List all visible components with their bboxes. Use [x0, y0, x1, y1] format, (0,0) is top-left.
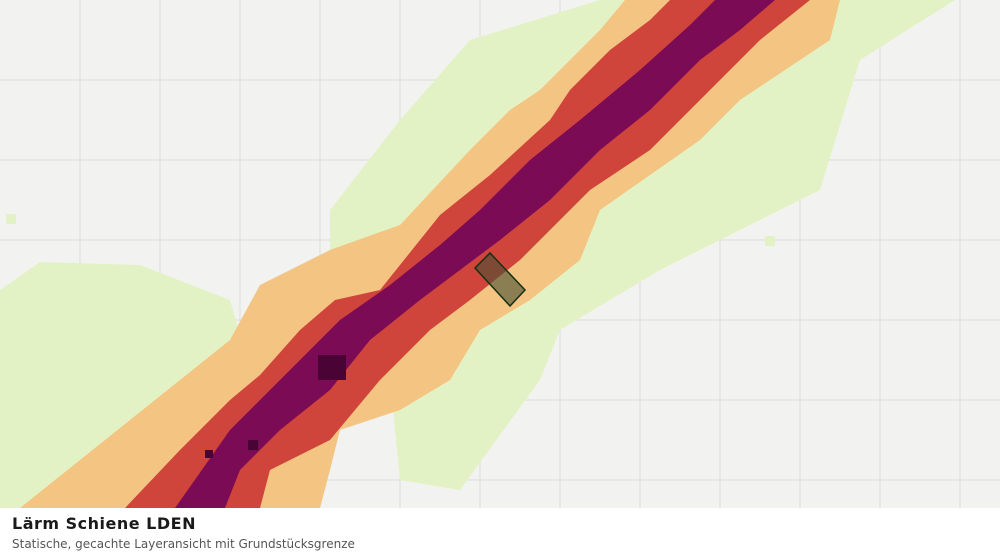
title: Lärm Schiene LDEN	[12, 514, 196, 533]
noise-zone-extreme	[205, 355, 346, 458]
noise-zone-very-high	[175, 0, 775, 508]
subtitle: Statische, gecachte Layeransicht mit Gru…	[12, 537, 355, 551]
parcel-boundary[interactable]	[473, 251, 527, 308]
map	[0, 0, 1000, 508]
footer: Lärm Schiene LDEN Statische, gecachte La…	[0, 508, 1000, 560]
